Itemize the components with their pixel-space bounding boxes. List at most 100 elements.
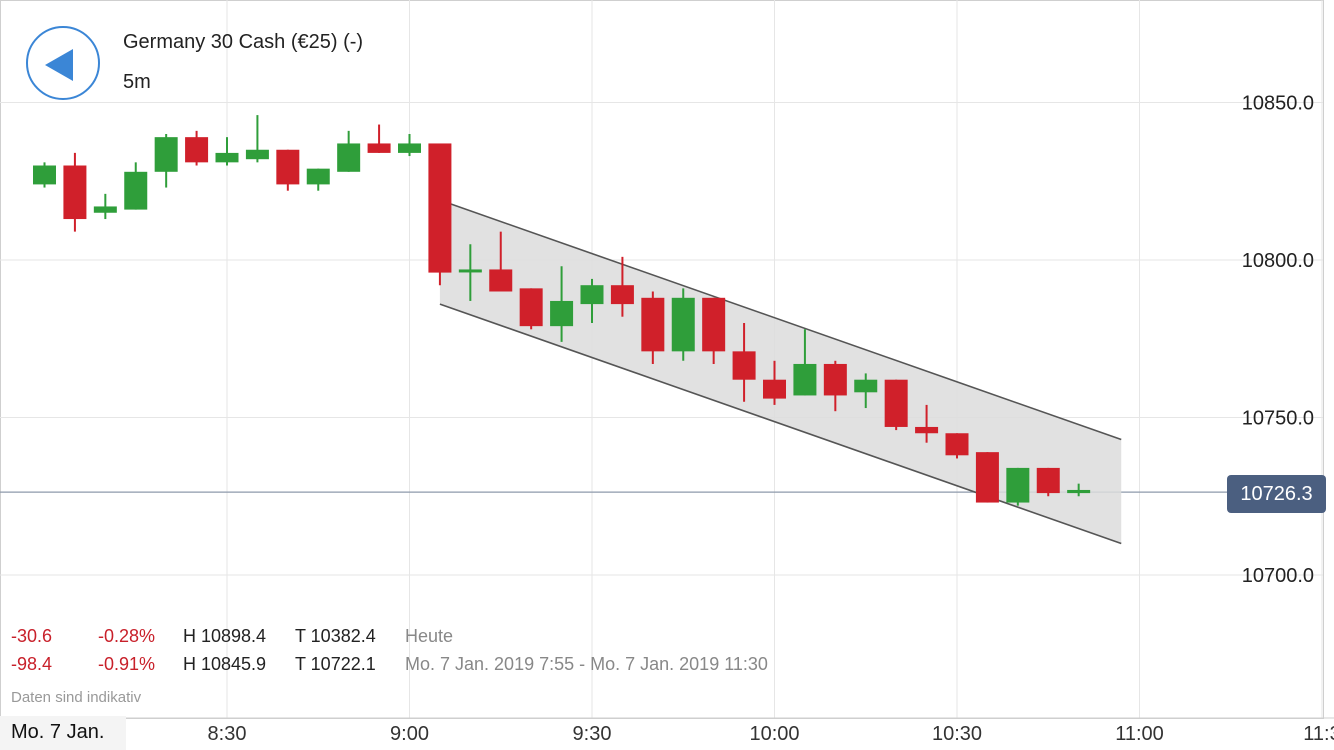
candle-up — [337, 130, 361, 172]
candle-body — [884, 379, 908, 427]
candle-down — [732, 323, 756, 402]
candle-down — [610, 256, 634, 317]
candle-body — [124, 171, 148, 210]
high-value: H 10898.4 — [183, 626, 267, 646]
candle-down — [823, 360, 847, 412]
interval-label[interactable]: 5m — [123, 71, 151, 93]
x-tick-label: 11:00 — [1115, 723, 1164, 745]
candle-body — [671, 297, 695, 352]
candle-up — [1067, 483, 1091, 497]
candle-body — [702, 297, 726, 352]
candle-body — [398, 143, 421, 153]
candle-down — [884, 379, 908, 431]
disclaimer: Daten sind indikativ — [11, 689, 142, 706]
candle-body — [854, 379, 878, 393]
candle-body — [458, 269, 482, 273]
x-tick-label: 8:30 — [208, 723, 247, 745]
period-label: Mo. 7 Jan. 2019 7:55 - Mo. 7 Jan. 2019 1… — [405, 654, 768, 674]
candle-down — [915, 404, 939, 443]
candle-body — [763, 379, 786, 399]
candle-body — [215, 152, 239, 163]
x-axis: 8:30 9:00 9:30 10:00 10:30 11:00 11:3 — [0, 717, 1334, 745]
candle-up — [33, 162, 56, 188]
candle-up — [671, 288, 695, 361]
candle-body — [63, 165, 87, 220]
candle-down — [945, 433, 969, 459]
candle-body — [245, 149, 269, 160]
candle-body — [550, 300, 574, 327]
candle-body — [489, 269, 513, 292]
candle-body — [33, 165, 56, 185]
x-tick-label: 9:30 — [573, 723, 612, 745]
candle-up — [398, 134, 421, 157]
candle-body — [306, 168, 330, 185]
candle-body — [793, 363, 817, 396]
date-label: Mo. 7 Jan. — [11, 721, 105, 743]
candle-body — [610, 285, 634, 305]
candle-up — [215, 137, 239, 166]
candle-body — [975, 452, 999, 503]
candle-up — [793, 329, 817, 396]
candle-body — [641, 297, 665, 352]
candle-up — [154, 134, 178, 188]
candle-body — [580, 285, 604, 305]
candle-down — [641, 291, 665, 364]
channel-upper-line — [439, 199, 1122, 441]
y-tick-label: 10800.0 — [1242, 250, 1314, 272]
candle-body — [1006, 467, 1030, 503]
candle-body — [428, 143, 452, 273]
y-tick-label: 10750.0 — [1242, 408, 1314, 430]
candle-down — [519, 288, 543, 330]
x-tick-label: 10:30 — [932, 723, 982, 745]
candle-body — [276, 149, 300, 185]
change-value: -30.6 — [11, 626, 53, 646]
channel-fill — [439, 200, 1122, 544]
candle-up — [1006, 467, 1030, 506]
candle-body — [915, 426, 939, 434]
candle-up — [854, 373, 878, 409]
candle-down — [63, 152, 87, 232]
change-percent: -0.91% — [98, 654, 156, 674]
low-value: T 10722.1 — [295, 654, 376, 674]
trend-channel — [439, 199, 1122, 545]
candle-body — [732, 351, 756, 380]
x-tick-label: 9:00 — [390, 723, 429, 745]
candle-up — [124, 162, 148, 210]
candle-body — [945, 433, 969, 456]
candle-body — [823, 363, 847, 396]
candle-body — [337, 143, 361, 172]
period-label: Heute — [405, 626, 454, 646]
candle-up — [245, 115, 269, 163]
candle-down — [1036, 467, 1060, 497]
date-box — [0, 716, 126, 750]
y-tick-label: 10850.0 — [1242, 93, 1314, 115]
back-button[interactable] — [26, 26, 100, 100]
candle-up — [93, 193, 117, 220]
candle-down — [763, 360, 786, 405]
channel-lower-line — [439, 303, 1122, 545]
candle-body — [154, 137, 178, 172]
candle-up — [550, 266, 574, 342]
candle-body — [93, 206, 117, 213]
candle-down — [276, 149, 300, 191]
x-tick-label: 10:00 — [749, 723, 799, 745]
current-price-badge: 10726.3 — [1227, 475, 1326, 513]
y-axis: 10850.0 10800.0 10750.0 10700.0 — [1242, 93, 1314, 588]
candle-up — [306, 168, 330, 191]
change-percent: -0.28% — [98, 626, 156, 646]
y-tick-label: 10700.0 — [1242, 565, 1314, 587]
high-value: H 10845.9 — [183, 654, 267, 674]
candle-down — [489, 231, 513, 292]
candle-body — [185, 137, 209, 163]
candle-down — [428, 143, 452, 286]
candle-up — [580, 278, 604, 323]
candle-body — [367, 143, 391, 153]
candle-down — [702, 297, 726, 364]
low-value: T 10382.4 — [295, 626, 376, 646]
candle-body — [519, 288, 543, 327]
x-tick-label: 11:3 — [1303, 723, 1334, 745]
candle-down — [185, 130, 209, 166]
candle-up — [458, 244, 482, 301]
